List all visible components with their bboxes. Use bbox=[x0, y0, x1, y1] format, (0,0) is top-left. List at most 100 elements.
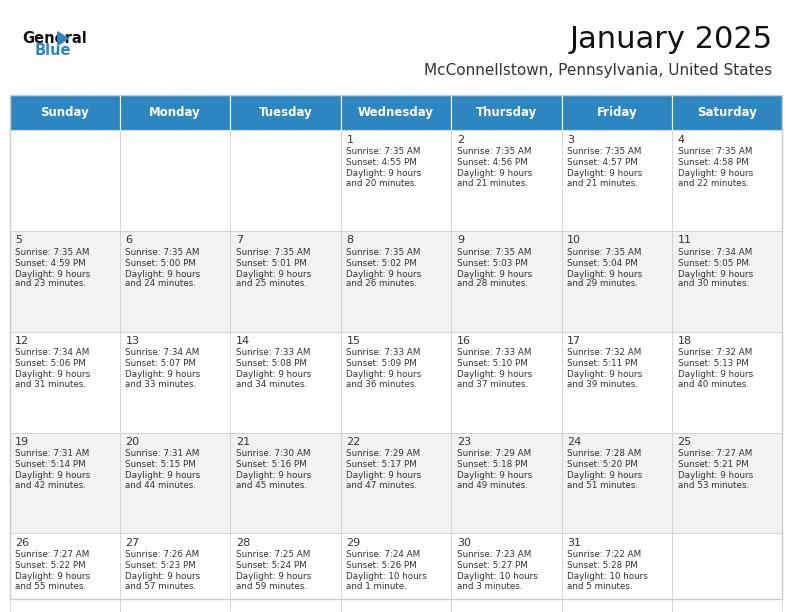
Text: Sunrise: 7:23 AM: Sunrise: 7:23 AM bbox=[457, 550, 531, 559]
Text: Daylight: 9 hours: Daylight: 9 hours bbox=[15, 370, 90, 379]
Text: Daylight: 9 hours: Daylight: 9 hours bbox=[236, 471, 311, 480]
Text: and 26 minutes.: and 26 minutes. bbox=[346, 280, 417, 288]
Text: and 59 minutes.: and 59 minutes. bbox=[236, 581, 307, 591]
Text: 21: 21 bbox=[236, 437, 250, 447]
Text: Sunrise: 7:33 AM: Sunrise: 7:33 AM bbox=[236, 348, 310, 357]
Text: Sunrise: 7:33 AM: Sunrise: 7:33 AM bbox=[346, 348, 421, 357]
Bar bbox=[341, 130, 451, 231]
Bar bbox=[562, 433, 672, 533]
Text: Sunrise: 7:29 AM: Sunrise: 7:29 AM bbox=[457, 449, 531, 458]
Text: Sunrise: 7:35 AM: Sunrise: 7:35 AM bbox=[567, 248, 642, 256]
Text: and 28 minutes.: and 28 minutes. bbox=[457, 280, 527, 288]
Bar bbox=[341, 533, 451, 612]
Text: and 55 minutes.: and 55 minutes. bbox=[15, 581, 86, 591]
Bar bbox=[230, 533, 341, 612]
Text: Sunrise: 7:33 AM: Sunrise: 7:33 AM bbox=[457, 348, 531, 357]
Text: Sunset: 4:57 PM: Sunset: 4:57 PM bbox=[567, 158, 638, 167]
Bar bbox=[120, 433, 230, 533]
Text: Daylight: 9 hours: Daylight: 9 hours bbox=[15, 471, 90, 480]
Text: Sunrise: 7:35 AM: Sunrise: 7:35 AM bbox=[457, 147, 531, 156]
Text: Sunrise: 7:32 AM: Sunrise: 7:32 AM bbox=[567, 348, 642, 357]
Bar bbox=[451, 533, 562, 612]
Text: Daylight: 9 hours: Daylight: 9 hours bbox=[346, 270, 421, 278]
Text: Sunset: 5:15 PM: Sunset: 5:15 PM bbox=[125, 460, 196, 469]
Text: 24: 24 bbox=[567, 437, 581, 447]
Text: 6: 6 bbox=[125, 236, 132, 245]
Text: 3: 3 bbox=[567, 135, 574, 144]
Bar bbox=[341, 231, 451, 332]
Bar bbox=[230, 332, 341, 433]
Text: Sunset: 5:06 PM: Sunset: 5:06 PM bbox=[15, 359, 86, 368]
Text: Daylight: 9 hours: Daylight: 9 hours bbox=[346, 169, 421, 178]
Text: Sunrise: 7:22 AM: Sunrise: 7:22 AM bbox=[567, 550, 642, 559]
Text: and 40 minutes.: and 40 minutes. bbox=[678, 380, 748, 389]
Text: Daylight: 9 hours: Daylight: 9 hours bbox=[346, 370, 421, 379]
Text: Sunset: 5:09 PM: Sunset: 5:09 PM bbox=[346, 359, 417, 368]
Text: Sunrise: 7:31 AM: Sunrise: 7:31 AM bbox=[125, 449, 200, 458]
Bar bbox=[672, 533, 782, 612]
Text: Sunset: 5:20 PM: Sunset: 5:20 PM bbox=[567, 460, 638, 469]
Text: Daylight: 9 hours: Daylight: 9 hours bbox=[567, 270, 642, 278]
Text: Sunset: 5:18 PM: Sunset: 5:18 PM bbox=[457, 460, 527, 469]
Bar bbox=[10, 533, 120, 612]
Text: and 34 minutes.: and 34 minutes. bbox=[236, 380, 307, 389]
Text: and 33 minutes.: and 33 minutes. bbox=[125, 380, 196, 389]
Text: 13: 13 bbox=[125, 336, 139, 346]
Text: Sunset: 5:05 PM: Sunset: 5:05 PM bbox=[678, 259, 748, 267]
Bar bbox=[120, 95, 230, 130]
Bar bbox=[10, 433, 120, 533]
Bar bbox=[10, 95, 782, 599]
Text: 20: 20 bbox=[125, 437, 139, 447]
Bar bbox=[451, 433, 562, 533]
Text: Daylight: 9 hours: Daylight: 9 hours bbox=[236, 370, 311, 379]
Text: Daylight: 9 hours: Daylight: 9 hours bbox=[567, 370, 642, 379]
Text: 2: 2 bbox=[457, 135, 464, 144]
Bar bbox=[10, 130, 120, 231]
Text: Daylight: 9 hours: Daylight: 9 hours bbox=[457, 169, 532, 178]
Text: and 20 minutes.: and 20 minutes. bbox=[346, 179, 417, 188]
Text: and 21 minutes.: and 21 minutes. bbox=[457, 179, 527, 188]
Text: and 39 minutes.: and 39 minutes. bbox=[567, 380, 638, 389]
Text: 14: 14 bbox=[236, 336, 250, 346]
Bar bbox=[341, 95, 451, 130]
Text: 4: 4 bbox=[678, 135, 685, 144]
Text: Sunset: 5:14 PM: Sunset: 5:14 PM bbox=[15, 460, 86, 469]
Bar bbox=[120, 332, 230, 433]
Text: Daylight: 10 hours: Daylight: 10 hours bbox=[346, 572, 427, 581]
Text: General: General bbox=[22, 31, 87, 46]
Text: 19: 19 bbox=[15, 437, 29, 447]
Bar bbox=[230, 231, 341, 332]
Text: and 1 minute.: and 1 minute. bbox=[346, 581, 407, 591]
Text: Sunrise: 7:34 AM: Sunrise: 7:34 AM bbox=[125, 348, 200, 357]
Text: 27: 27 bbox=[125, 537, 139, 548]
Text: and 30 minutes.: and 30 minutes. bbox=[678, 280, 748, 288]
Text: and 5 minutes.: and 5 minutes. bbox=[567, 581, 633, 591]
Text: Wednesday: Wednesday bbox=[358, 106, 434, 119]
Text: Sunset: 5:11 PM: Sunset: 5:11 PM bbox=[567, 359, 638, 368]
Bar bbox=[562, 533, 672, 612]
Text: and 23 minutes.: and 23 minutes. bbox=[15, 280, 86, 288]
Text: Sunset: 4:59 PM: Sunset: 4:59 PM bbox=[15, 259, 86, 267]
Text: Sunrise: 7:25 AM: Sunrise: 7:25 AM bbox=[236, 550, 310, 559]
Bar bbox=[341, 332, 451, 433]
Text: Sunset: 5:04 PM: Sunset: 5:04 PM bbox=[567, 259, 638, 267]
Text: Monday: Monday bbox=[149, 106, 201, 119]
Text: Sunrise: 7:35 AM: Sunrise: 7:35 AM bbox=[346, 147, 421, 156]
Text: Sunrise: 7:34 AM: Sunrise: 7:34 AM bbox=[678, 248, 752, 256]
Text: Sunrise: 7:35 AM: Sunrise: 7:35 AM bbox=[125, 248, 200, 256]
Text: 12: 12 bbox=[15, 336, 29, 346]
Text: Blue: Blue bbox=[35, 43, 71, 58]
Text: 11: 11 bbox=[678, 236, 691, 245]
Text: Sunrise: 7:27 AM: Sunrise: 7:27 AM bbox=[15, 550, 89, 559]
Bar bbox=[230, 95, 341, 130]
Bar bbox=[672, 130, 782, 231]
Text: Daylight: 10 hours: Daylight: 10 hours bbox=[457, 572, 538, 581]
Text: Sunrise: 7:34 AM: Sunrise: 7:34 AM bbox=[15, 348, 89, 357]
Text: 29: 29 bbox=[346, 537, 360, 548]
Bar bbox=[230, 433, 341, 533]
Text: Daylight: 9 hours: Daylight: 9 hours bbox=[125, 471, 200, 480]
Bar bbox=[10, 231, 120, 332]
Text: Sunset: 5:02 PM: Sunset: 5:02 PM bbox=[346, 259, 417, 267]
Text: Sunset: 5:07 PM: Sunset: 5:07 PM bbox=[125, 359, 196, 368]
Text: 31: 31 bbox=[567, 537, 581, 548]
